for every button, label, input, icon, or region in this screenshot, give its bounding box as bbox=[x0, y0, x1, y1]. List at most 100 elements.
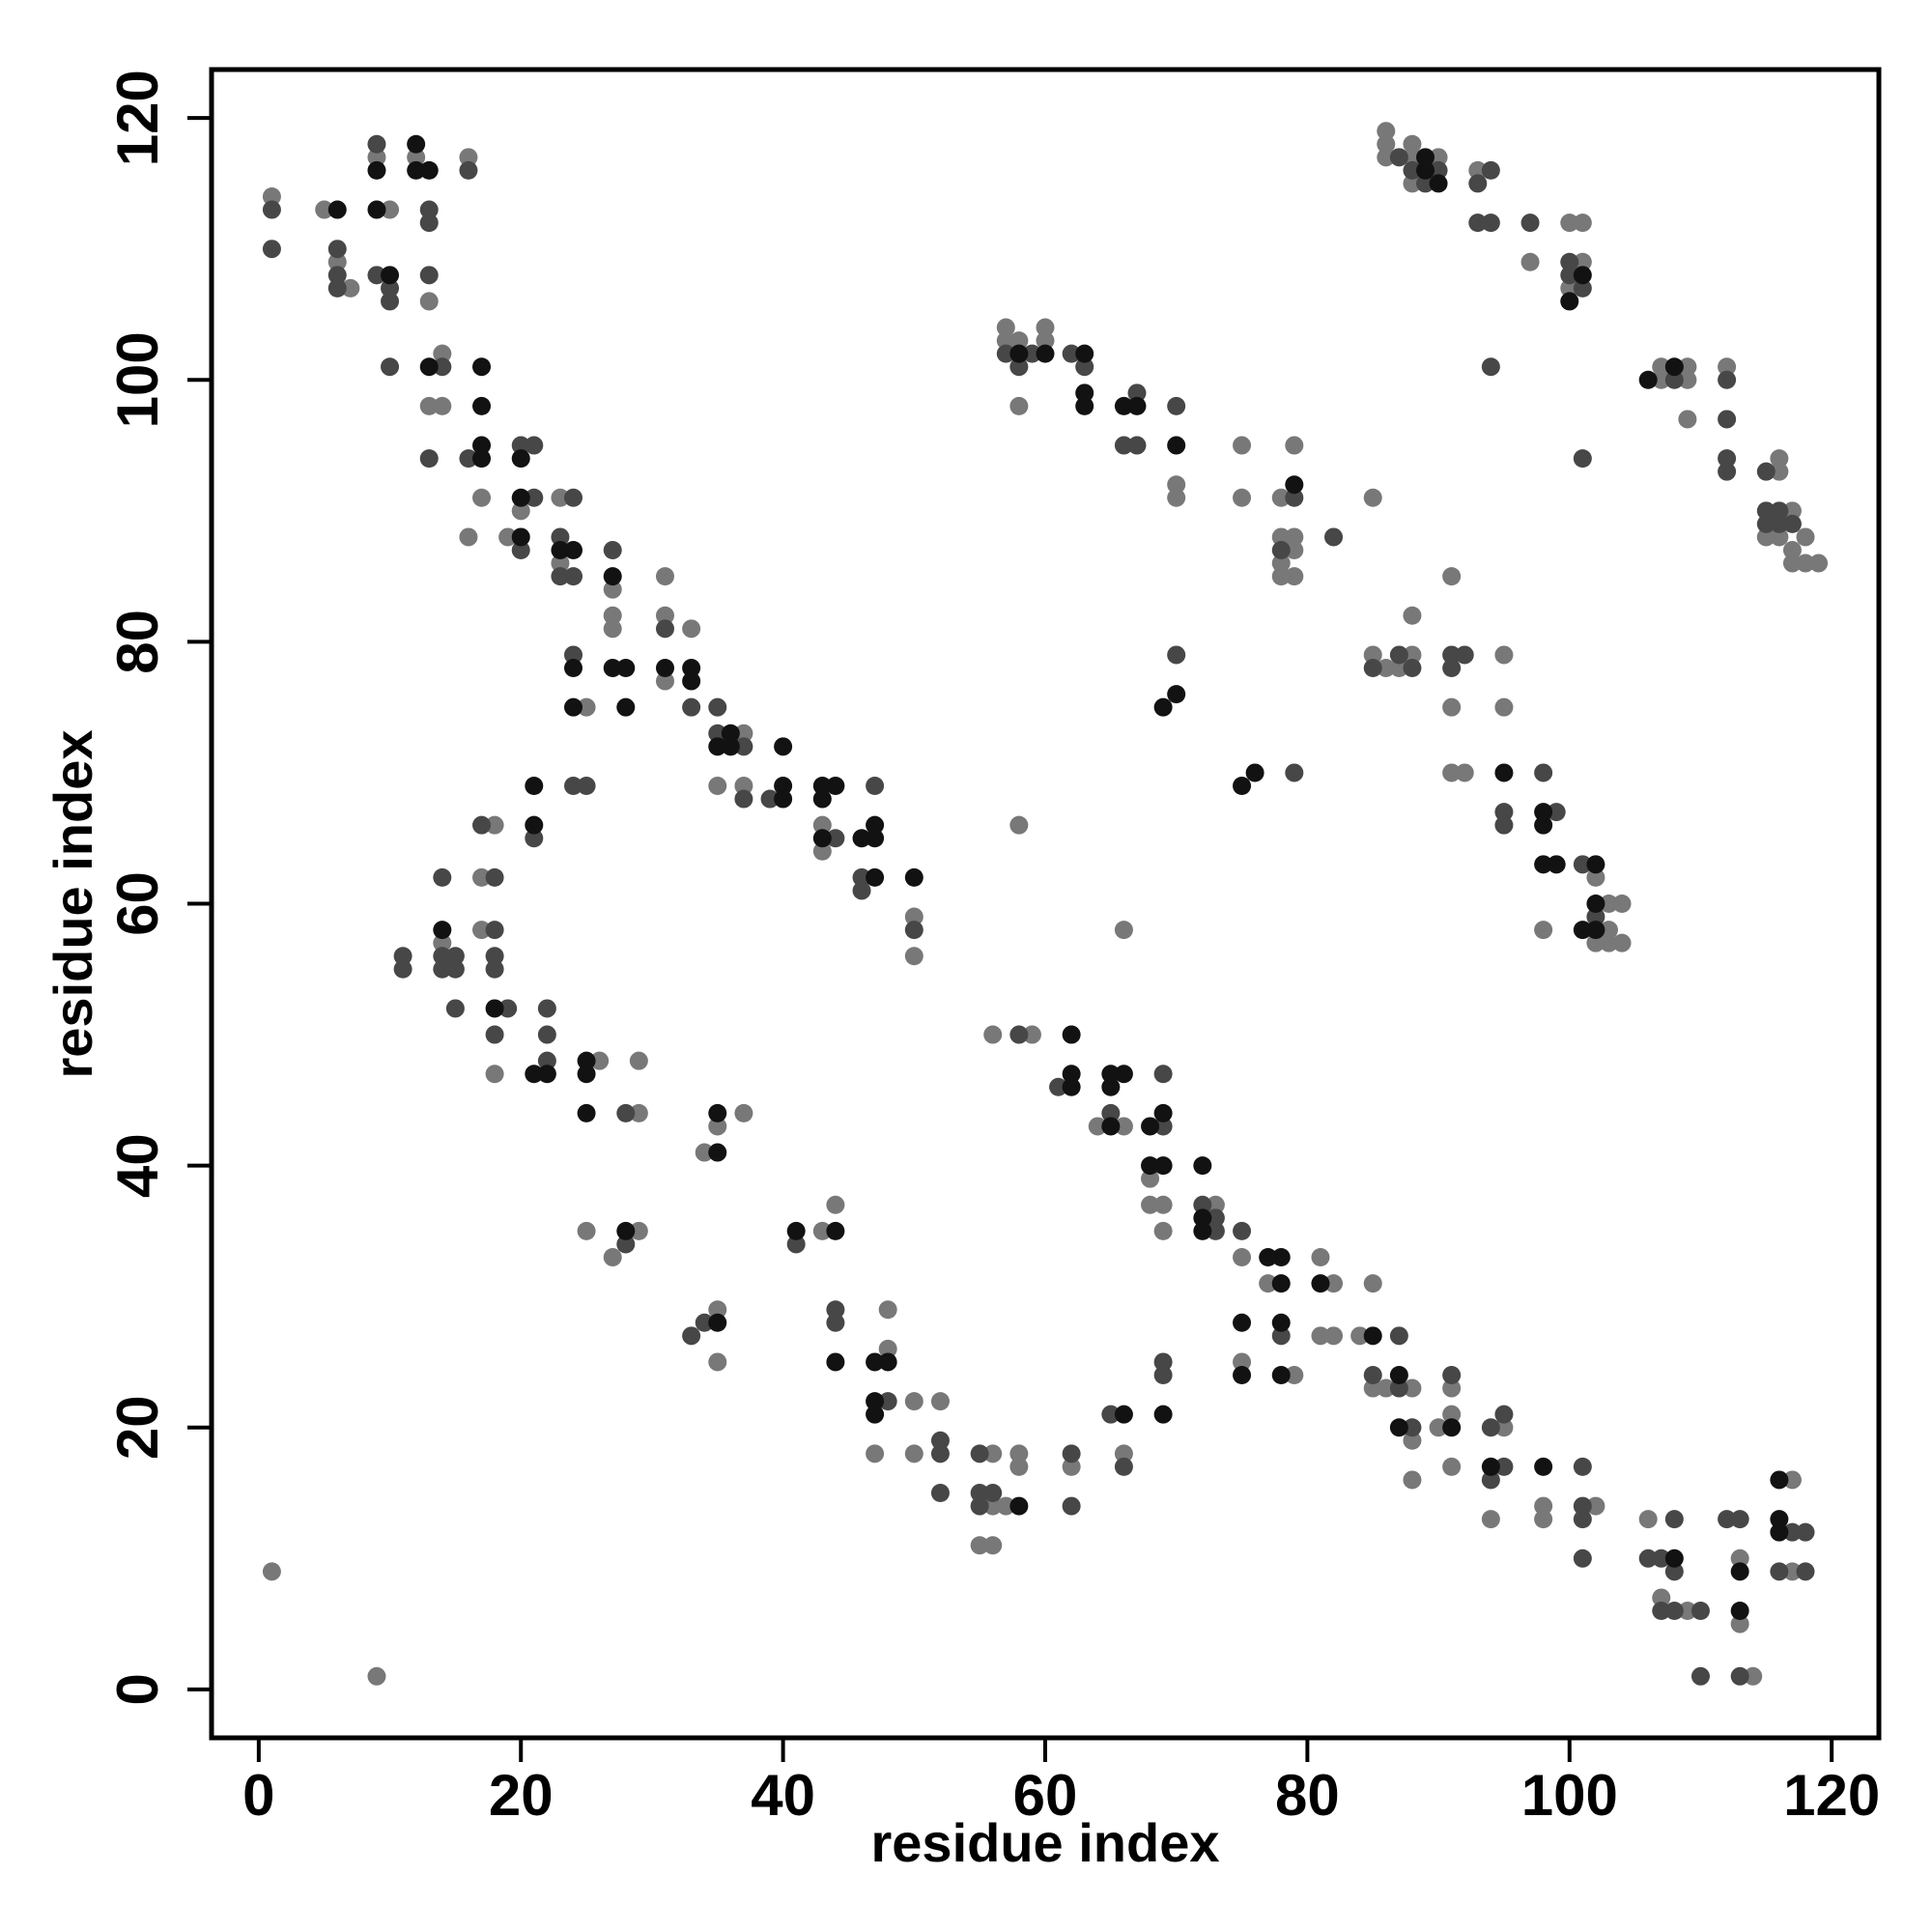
point bbox=[1233, 1221, 1252, 1240]
point bbox=[1311, 1248, 1330, 1267]
point bbox=[983, 1025, 1003, 1044]
point bbox=[419, 292, 439, 311]
point bbox=[511, 527, 530, 547]
point bbox=[1429, 1418, 1448, 1437]
point bbox=[1233, 776, 1252, 795]
point bbox=[930, 1392, 950, 1411]
point bbox=[525, 436, 544, 455]
point bbox=[1690, 1602, 1710, 1621]
point bbox=[1494, 815, 1514, 835]
point bbox=[1573, 1496, 1592, 1516]
point bbox=[1573, 1510, 1592, 1529]
point bbox=[472, 396, 492, 415]
point bbox=[327, 278, 347, 298]
point bbox=[367, 1666, 386, 1686]
point bbox=[878, 1352, 897, 1372]
point bbox=[1468, 213, 1488, 233]
point bbox=[1560, 278, 1579, 298]
point bbox=[419, 160, 439, 180]
point bbox=[1573, 213, 1592, 233]
point bbox=[708, 1352, 727, 1372]
point bbox=[1075, 384, 1094, 403]
point bbox=[1730, 1562, 1749, 1581]
point bbox=[983, 1484, 1003, 1503]
point bbox=[381, 278, 400, 298]
x-tick-label: 120 bbox=[1783, 1763, 1880, 1828]
point bbox=[1573, 449, 1592, 469]
point bbox=[1127, 436, 1147, 455]
point bbox=[1285, 475, 1304, 495]
point bbox=[760, 789, 780, 809]
point bbox=[1062, 1444, 1081, 1463]
point bbox=[381, 200, 400, 219]
point bbox=[1363, 645, 1382, 665]
point bbox=[1009, 331, 1029, 351]
point bbox=[1363, 488, 1382, 507]
point bbox=[1363, 658, 1382, 677]
point bbox=[852, 829, 871, 848]
y-tick-label: 100 bbox=[105, 331, 170, 428]
point bbox=[1153, 1405, 1173, 1424]
point bbox=[1770, 1522, 1789, 1542]
point bbox=[1271, 1313, 1291, 1332]
point bbox=[1442, 645, 1462, 665]
point bbox=[1363, 1366, 1382, 1385]
point bbox=[445, 959, 465, 979]
point bbox=[1062, 1077, 1081, 1096]
point bbox=[1389, 148, 1408, 167]
point bbox=[1153, 1117, 1173, 1136]
point bbox=[1442, 1457, 1462, 1476]
point bbox=[1009, 1444, 1029, 1463]
x-tick-label: 20 bbox=[489, 1763, 554, 1828]
point bbox=[1599, 921, 1618, 940]
point bbox=[537, 1025, 556, 1044]
point bbox=[682, 697, 701, 717]
point bbox=[1782, 1562, 1802, 1581]
point bbox=[367, 134, 386, 154]
point bbox=[708, 1103, 727, 1122]
point bbox=[1167, 396, 1186, 415]
point bbox=[1101, 1077, 1121, 1096]
point bbox=[1586, 933, 1605, 952]
point bbox=[708, 697, 727, 717]
point bbox=[367, 148, 386, 167]
point bbox=[577, 697, 596, 717]
point bbox=[498, 527, 518, 547]
point bbox=[682, 671, 701, 691]
point bbox=[1664, 1562, 1684, 1581]
point bbox=[812, 1221, 832, 1240]
point bbox=[1285, 1366, 1304, 1385]
point bbox=[1114, 396, 1133, 415]
point bbox=[1259, 1274, 1278, 1293]
point bbox=[1664, 1602, 1684, 1621]
point bbox=[904, 907, 923, 926]
point bbox=[734, 789, 753, 809]
point bbox=[1259, 1248, 1278, 1267]
point bbox=[603, 567, 622, 586]
point bbox=[629, 1051, 648, 1070]
point bbox=[1730, 1602, 1749, 1621]
point bbox=[1193, 1156, 1212, 1176]
point bbox=[551, 488, 570, 507]
point bbox=[1403, 1378, 1422, 1398]
point bbox=[852, 881, 871, 900]
point bbox=[1062, 344, 1081, 363]
point bbox=[433, 947, 452, 966]
point bbox=[577, 1103, 596, 1122]
point bbox=[1101, 1103, 1121, 1122]
point bbox=[682, 619, 701, 639]
point bbox=[1233, 1248, 1252, 1267]
point bbox=[1429, 174, 1448, 193]
point bbox=[1481, 1418, 1500, 1437]
point bbox=[498, 999, 518, 1018]
point bbox=[1782, 501, 1802, 521]
point bbox=[826, 1300, 845, 1320]
point bbox=[1141, 1195, 1160, 1214]
point bbox=[1796, 1562, 1815, 1581]
point bbox=[327, 200, 347, 219]
x-tick-label: 0 bbox=[242, 1763, 274, 1828]
point bbox=[511, 488, 530, 507]
point bbox=[407, 134, 426, 154]
point bbox=[537, 1065, 556, 1084]
